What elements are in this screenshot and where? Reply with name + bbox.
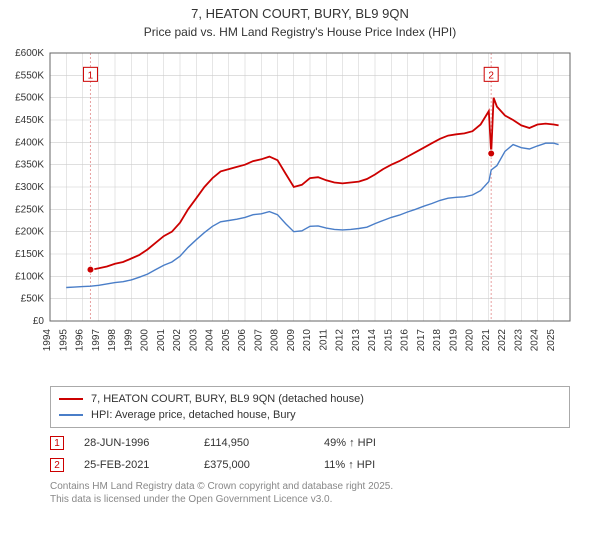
sale-diff: 49% ↑ HPI — [324, 437, 424, 449]
svg-text:2018: 2018 — [432, 329, 443, 352]
svg-text:1996: 1996 — [75, 329, 86, 352]
svg-text:£300K: £300K — [15, 182, 44, 193]
svg-text:2: 2 — [488, 70, 494, 81]
sale-row: 2 25-FEB-2021 £375,000 11% ↑ HPI — [50, 454, 570, 476]
svg-text:2019: 2019 — [448, 329, 459, 352]
legend-swatch — [59, 398, 83, 400]
chart-svg: £0 £50K £100K £150K £200K £250K £300K £350K £400… — [0, 45, 600, 380]
svg-text:2012: 2012 — [335, 329, 346, 352]
svg-text:£600K: £600K — [15, 48, 44, 59]
sale-marker-icon: 1 — [50, 436, 64, 450]
legend-item: HPI: Average price, detached house, Bury — [59, 407, 561, 423]
svg-text:2023: 2023 — [513, 329, 524, 352]
svg-text:£150K: £150K — [15, 249, 44, 260]
svg-text:1997: 1997 — [91, 329, 102, 352]
footer: Contains HM Land Registry data © Crown c… — [50, 480, 570, 506]
svg-text:2010: 2010 — [302, 329, 313, 352]
legend: 7, HEATON COURT, BURY, BL9 9QN (detached… — [50, 386, 570, 428]
chart-subtitle: Price paid vs. HM Land Registry's House … — [0, 21, 600, 45]
svg-text:2008: 2008 — [270, 329, 281, 352]
svg-text:2001: 2001 — [156, 329, 167, 352]
svg-text:2014: 2014 — [367, 329, 378, 352]
footer-line: Contains HM Land Registry data © Crown c… — [50, 480, 570, 493]
svg-text:£100K: £100K — [15, 271, 44, 282]
chart-container: 7, HEATON COURT, BURY, BL9 9QN Price pai… — [0, 0, 600, 560]
svg-text:2016: 2016 — [400, 329, 411, 352]
svg-text:2004: 2004 — [205, 329, 216, 352]
sale-diff: 11% ↑ HPI — [324, 459, 424, 471]
svg-text:2009: 2009 — [286, 329, 297, 352]
svg-text:£450K: £450K — [15, 115, 44, 126]
legend-swatch — [59, 414, 83, 416]
svg-text:2024: 2024 — [530, 329, 541, 352]
svg-text:1994: 1994 — [42, 329, 53, 352]
svg-text:1999: 1999 — [123, 329, 134, 352]
svg-text:2013: 2013 — [351, 329, 362, 352]
sale-price: £375,000 — [204, 459, 304, 471]
sales-table: 1 28-JUN-1996 £114,950 49% ↑ HPI 2 25-FE… — [50, 432, 570, 476]
sale-marker-icon: 2 — [50, 458, 64, 472]
svg-text:2017: 2017 — [416, 329, 427, 352]
chart-plot-area: £0 £50K £100K £150K £200K £250K £300K £350K £400… — [0, 45, 600, 380]
svg-text:2025: 2025 — [546, 329, 557, 352]
legend-item: 7, HEATON COURT, BURY, BL9 9QN (detached… — [59, 391, 561, 407]
svg-text:2007: 2007 — [253, 329, 264, 352]
legend-label: HPI: Average price, detached house, Bury — [91, 409, 296, 421]
legend-label: 7, HEATON COURT, BURY, BL9 9QN (detached… — [91, 393, 364, 405]
svg-text:2022: 2022 — [497, 329, 508, 352]
svg-text:2015: 2015 — [383, 329, 394, 352]
svg-text:£350K: £350K — [15, 160, 44, 171]
svg-text:2011: 2011 — [318, 329, 329, 351]
sale-date: 28-JUN-1996 — [84, 437, 184, 449]
svg-text:1998: 1998 — [107, 329, 118, 352]
svg-text:2006: 2006 — [237, 329, 248, 352]
sale-row: 1 28-JUN-1996 £114,950 49% ↑ HPI — [50, 432, 570, 454]
svg-text:2003: 2003 — [188, 329, 199, 352]
svg-text:£250K: £250K — [15, 204, 44, 215]
svg-text:1: 1 — [88, 70, 94, 81]
sale-price: £114,950 — [204, 437, 304, 449]
svg-text:2021: 2021 — [481, 329, 492, 352]
svg-text:2005: 2005 — [221, 329, 232, 352]
svg-text:£500K: £500K — [15, 93, 44, 104]
svg-text:£550K: £550K — [15, 70, 44, 81]
svg-text:£200K: £200K — [15, 227, 44, 238]
svg-text:£0: £0 — [33, 316, 45, 327]
chart-title: 7, HEATON COURT, BURY, BL9 9QN — [0, 0, 600, 21]
footer-line: This data is licensed under the Open Gov… — [50, 493, 570, 506]
svg-text:£400K: £400K — [15, 137, 44, 148]
svg-text:2000: 2000 — [140, 329, 151, 352]
svg-text:1995: 1995 — [58, 329, 69, 352]
svg-text:2020: 2020 — [465, 329, 476, 352]
svg-text:£50K: £50K — [21, 294, 45, 305]
sale-date: 25-FEB-2021 — [84, 459, 184, 471]
svg-text:2002: 2002 — [172, 329, 183, 352]
